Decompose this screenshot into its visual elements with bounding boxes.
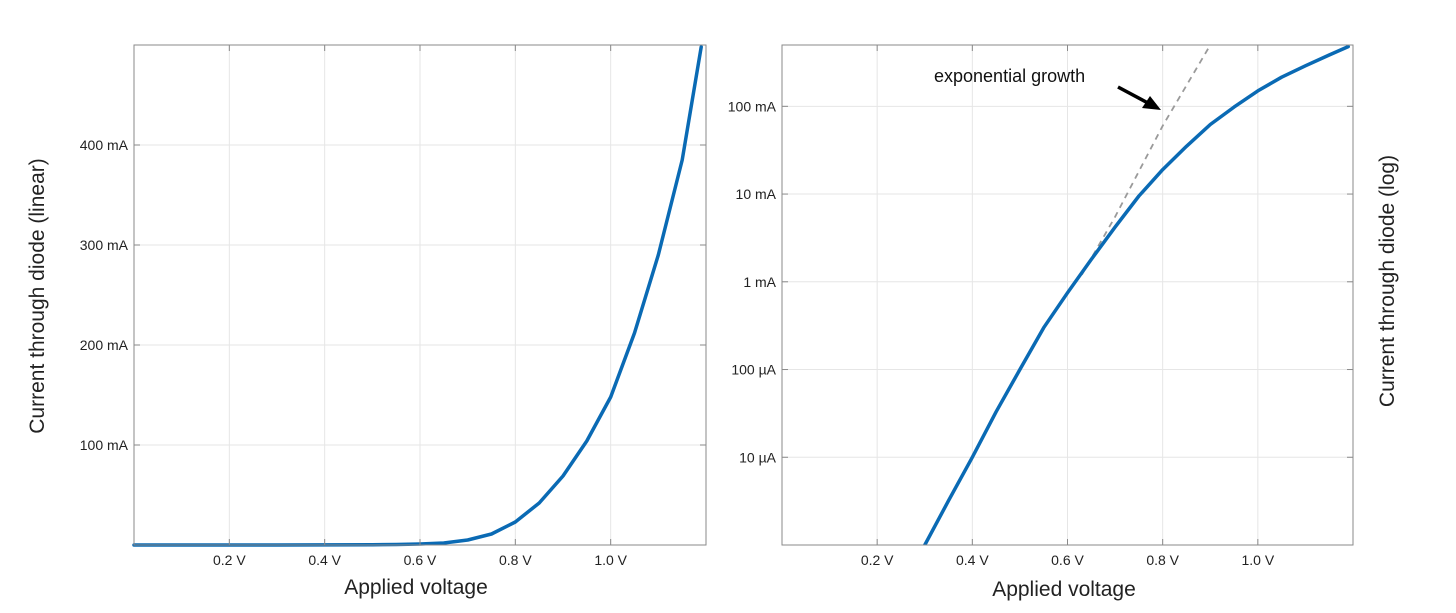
linear-chart-y-ticks: 100 mA 200 mA 300 mA 400 mA xyxy=(80,137,706,453)
log-iv-curve xyxy=(923,45,1350,545)
annotation-arrow-icon xyxy=(1117,85,1161,110)
linear-chart-x-ticks: 0.2 V 0.4 V 0.6 V 0.8 V 1.0 V xyxy=(213,45,628,568)
log-chart-y-axis-label: Current through diode (log) xyxy=(1376,155,1399,407)
x-tick-label: 1.0 V xyxy=(1241,552,1274,568)
log-chart-x-ticks: 0.2 V 0.4 V 0.6 V 0.8 V 1.0 V xyxy=(861,45,1275,568)
log-current-chart: 0.2 V 0.4 V 0.6 V 0.8 V 1.0 V 10 µA 100 µA 1 m… xyxy=(728,44,1399,601)
log-chart-x-axis-label: Applied voltage xyxy=(992,578,1136,601)
y-tick-label: 1 mA xyxy=(743,274,776,290)
x-tick-label: 0.8 V xyxy=(499,552,532,568)
x-tick-label: 0.2 V xyxy=(861,552,894,568)
x-tick-label: 0.6 V xyxy=(1051,552,1084,568)
log-chart-y-ticks: 10 µA 100 µA 1 mA 10 mA 100 mA xyxy=(728,98,1353,465)
x-tick-label: 0.4 V xyxy=(956,552,989,568)
x-tick-label: 0.8 V xyxy=(1146,552,1179,568)
linear-chart-grid xyxy=(134,45,706,545)
x-tick-label: 0.4 V xyxy=(308,552,341,568)
x-tick-label: 0.2 V xyxy=(213,552,246,568)
x-tick-label: 0.6 V xyxy=(404,552,437,568)
exponential-fit-line xyxy=(1081,45,1212,276)
x-tick-label: 1.0 V xyxy=(594,552,627,568)
y-tick-label: 100 mA xyxy=(728,98,777,114)
linear-chart-y-axis-label: Current through diode (linear) xyxy=(26,158,49,433)
y-tick-label: 100 µA xyxy=(731,362,776,378)
exponential-growth-annotation: exponential growth xyxy=(934,66,1085,86)
y-tick-label: 200 mA xyxy=(80,337,129,353)
y-tick-label: 400 mA xyxy=(80,137,129,153)
y-tick-label: 10 µA xyxy=(739,449,777,465)
y-tick-label: 100 mA xyxy=(80,437,129,453)
linear-current-chart: 0.2 V 0.4 V 0.6 V 0.8 V 1.0 V 100 mA 200 mA 30… xyxy=(26,44,707,599)
y-tick-label: 10 mA xyxy=(736,186,777,202)
y-tick-label: 300 mA xyxy=(80,237,129,253)
linear-iv-curve xyxy=(132,45,703,547)
linear-chart-x-axis-label: Applied voltage xyxy=(344,576,488,599)
